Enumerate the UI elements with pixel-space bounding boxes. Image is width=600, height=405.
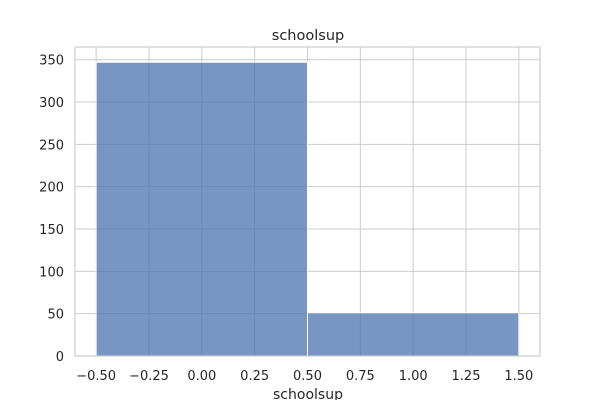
y-tick-label: 0 [56, 350, 64, 365]
x-tick-label: 1.25 [452, 369, 481, 384]
y-tick-label: 150 [39, 223, 64, 238]
histogram-bar [307, 312, 520, 357]
x-axis-title: schoolsup [273, 387, 343, 400]
x-tick-label: 1.50 [504, 369, 533, 384]
chart-title: schoolsup [272, 28, 344, 44]
plot-frame [74, 46, 541, 357]
y-tick-labels: 0 50 100 150 200 250 300 350 [39, 54, 64, 365]
y-tick-label: 300 [39, 96, 64, 111]
x-tick-label: 0.75 [346, 369, 375, 384]
histogram-bar [95, 61, 308, 357]
y-tick-label: 350 [39, 54, 64, 69]
y-tick-label: 100 [39, 265, 64, 280]
bars [95, 61, 520, 357]
x-tick-label: 1.00 [399, 369, 428, 384]
y-tick-label: 200 [39, 181, 64, 196]
x-tick-label: −0.25 [129, 369, 169, 384]
x-tick-label: 0.00 [187, 369, 216, 384]
x-tick-label: 0.50 [293, 369, 322, 384]
y-tick-label: 250 [39, 138, 64, 153]
y-tick-label: 50 [47, 308, 64, 323]
x-tick-label: 0.25 [240, 369, 269, 384]
x-tick-labels: −0.50 −0.25 0.00 0.25 0.50 0.75 1.00 1.25 1.50 [76, 369, 533, 384]
x-tick-label: −0.50 [76, 369, 116, 384]
